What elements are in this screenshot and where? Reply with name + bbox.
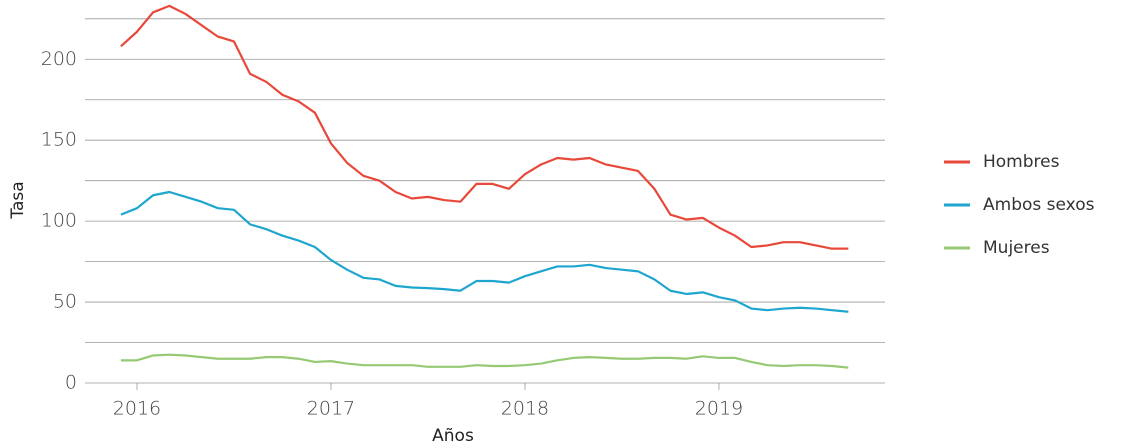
y-tick-label: 200 <box>41 48 77 70</box>
y-tick-label: 100 <box>41 210 77 232</box>
y-tick-label: 0 <box>65 372 77 394</box>
y-tick-label: 150 <box>41 129 77 151</box>
series-line <box>120 4 849 250</box>
legend-label: Hombres <box>983 152 1060 172</box>
legend-label: Mujeres <box>983 238 1050 258</box>
x-tick-label: 2018 <box>501 398 549 420</box>
x-tick-label: 2019 <box>695 398 743 420</box>
x-axis-label: Años <box>432 426 474 446</box>
series-line <box>120 190 849 313</box>
y-tick-label: 50 <box>53 291 77 313</box>
y-axis-label: Tasa <box>8 181 28 219</box>
x-tick-label: 2017 <box>307 398 355 420</box>
legend-label: Ambos sexos <box>983 195 1095 215</box>
series-line <box>120 353 849 369</box>
x-tick-label: 2016 <box>113 398 161 420</box>
